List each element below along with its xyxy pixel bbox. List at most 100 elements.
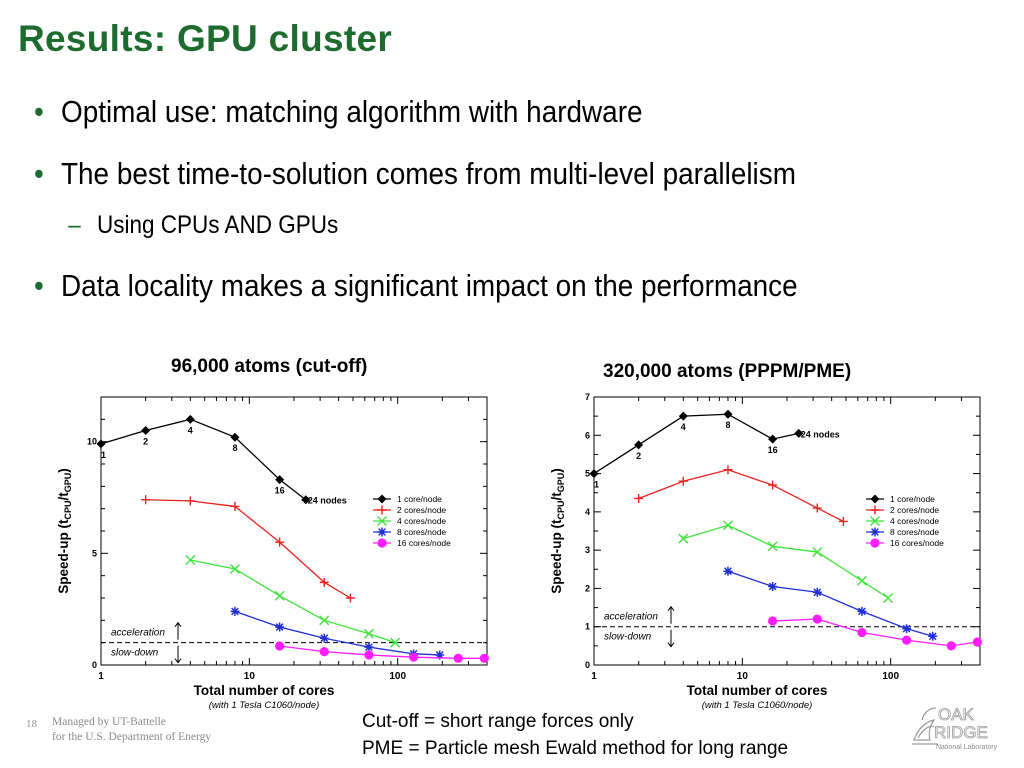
data-point <box>230 432 240 442</box>
slide-number: 18 <box>26 718 37 730</box>
legend-marker <box>870 516 880 526</box>
data-point <box>812 587 822 597</box>
y-tick-label: 4 <box>585 507 590 517</box>
y-tick-label: 0 <box>585 660 590 670</box>
series-line <box>234 610 440 656</box>
data-point <box>767 541 778 552</box>
slide-title: Results: GPU cluster <box>18 18 393 59</box>
data-point <box>857 606 867 616</box>
data-point <box>185 496 195 506</box>
legend-marker <box>870 527 880 537</box>
legend-label: 4 cores/node <box>890 516 939 526</box>
series-x <box>185 555 401 648</box>
x-axis-note: (with 1 Tesla C1060/node) <box>209 700 320 710</box>
legend-label: 8 cores/node <box>397 527 446 537</box>
data-point <box>453 653 463 663</box>
y-tick-label: 6 <box>585 430 590 440</box>
y-tick-label: 5 <box>585 469 590 479</box>
data-point <box>319 633 329 643</box>
data-point <box>678 533 689 544</box>
bullet-dot-icon: • <box>34 156 44 191</box>
series-circle <box>768 614 982 651</box>
y-axis-label-part: Speed-up (t <box>549 519 564 594</box>
series-circle <box>275 641 489 663</box>
data-point <box>479 653 489 663</box>
legend-label: 16 cores/node <box>890 538 944 548</box>
y-axis-label-part: Speed-up (t <box>56 519 71 594</box>
series-line <box>145 499 351 599</box>
data-point <box>275 641 285 651</box>
point-label: 2 <box>636 451 641 461</box>
series-star <box>230 606 445 660</box>
data-point <box>678 411 688 421</box>
data-point <box>723 409 733 419</box>
note-text: Cut-off = short range forces only PME = … <box>362 708 788 762</box>
series-plus <box>141 495 355 603</box>
series-line <box>279 645 485 659</box>
point-label: 24 nodes <box>308 496 347 506</box>
point-label: 1 <box>594 480 599 490</box>
data-point <box>723 465 733 475</box>
data-point <box>838 516 848 526</box>
data-point <box>856 575 867 586</box>
data-point <box>390 637 401 648</box>
y-axis-label-part: /t <box>549 492 564 501</box>
series-line <box>593 413 799 475</box>
y-tick-label: 7 <box>585 392 590 402</box>
data-point <box>185 414 195 424</box>
data-point <box>141 495 151 505</box>
series-plus <box>634 465 848 526</box>
legend-label: 1 core/node <box>890 494 935 504</box>
data-point <box>319 647 329 657</box>
footer-text: Managed by UT-Battelle for the U.S. Depa… <box>52 715 211 745</box>
legend-label: 8 cores/node <box>890 527 939 537</box>
legend-marker <box>377 494 387 504</box>
x-tick-label: 100 <box>882 671 899 682</box>
data-point <box>301 495 311 505</box>
data-point <box>902 624 912 634</box>
x-axis-label: Total number of cores <box>687 683 828 698</box>
data-point <box>946 641 956 651</box>
y-axis-subscript: CPU <box>63 501 73 520</box>
y-axis-label-part: /t <box>56 492 71 501</box>
data-point <box>768 480 778 490</box>
data-point <box>812 547 823 558</box>
legend-marker <box>870 505 880 515</box>
data-point <box>972 637 982 647</box>
data-point <box>812 503 822 513</box>
legend-label: 2 cores/node <box>397 505 446 515</box>
y-tick-label: 1 <box>585 622 590 632</box>
bullet-text: Data locality makes a significant impact… <box>61 268 798 303</box>
data-point <box>364 642 374 652</box>
y-tick-label: 3 <box>585 545 590 555</box>
data-point <box>768 434 778 444</box>
series-line <box>100 418 307 501</box>
data-point <box>812 614 822 624</box>
series-line <box>683 524 889 599</box>
data-point <box>768 582 778 592</box>
acceleration-label: acceleration <box>111 628 165 639</box>
point-label: 8 <box>232 443 237 453</box>
data-point <box>275 537 285 547</box>
point-label: 16 <box>275 486 285 496</box>
logo-text: OAK <box>938 705 975 724</box>
footer-line: Managed by UT-Battelle <box>52 716 166 728</box>
series-line <box>638 469 844 523</box>
legend-label: 4 cores/node <box>397 516 446 526</box>
legend-marker <box>377 527 387 537</box>
data-point <box>275 622 285 632</box>
y-axis-label: Speed-up (tCPU/tGPU) <box>56 468 73 594</box>
legend-marker <box>377 505 387 515</box>
data-point <box>723 566 733 576</box>
down-arrow-icon <box>174 645 182 664</box>
series-diamond <box>589 409 804 479</box>
legend-marker <box>870 494 880 504</box>
y-axis-label-part: ) <box>549 468 564 473</box>
data-point <box>363 628 374 639</box>
y-tick-label: 10 <box>87 437 97 447</box>
series-line <box>190 559 396 644</box>
y-tick-label: 5 <box>92 548 97 558</box>
data-point <box>319 615 330 626</box>
data-point <box>345 593 355 603</box>
